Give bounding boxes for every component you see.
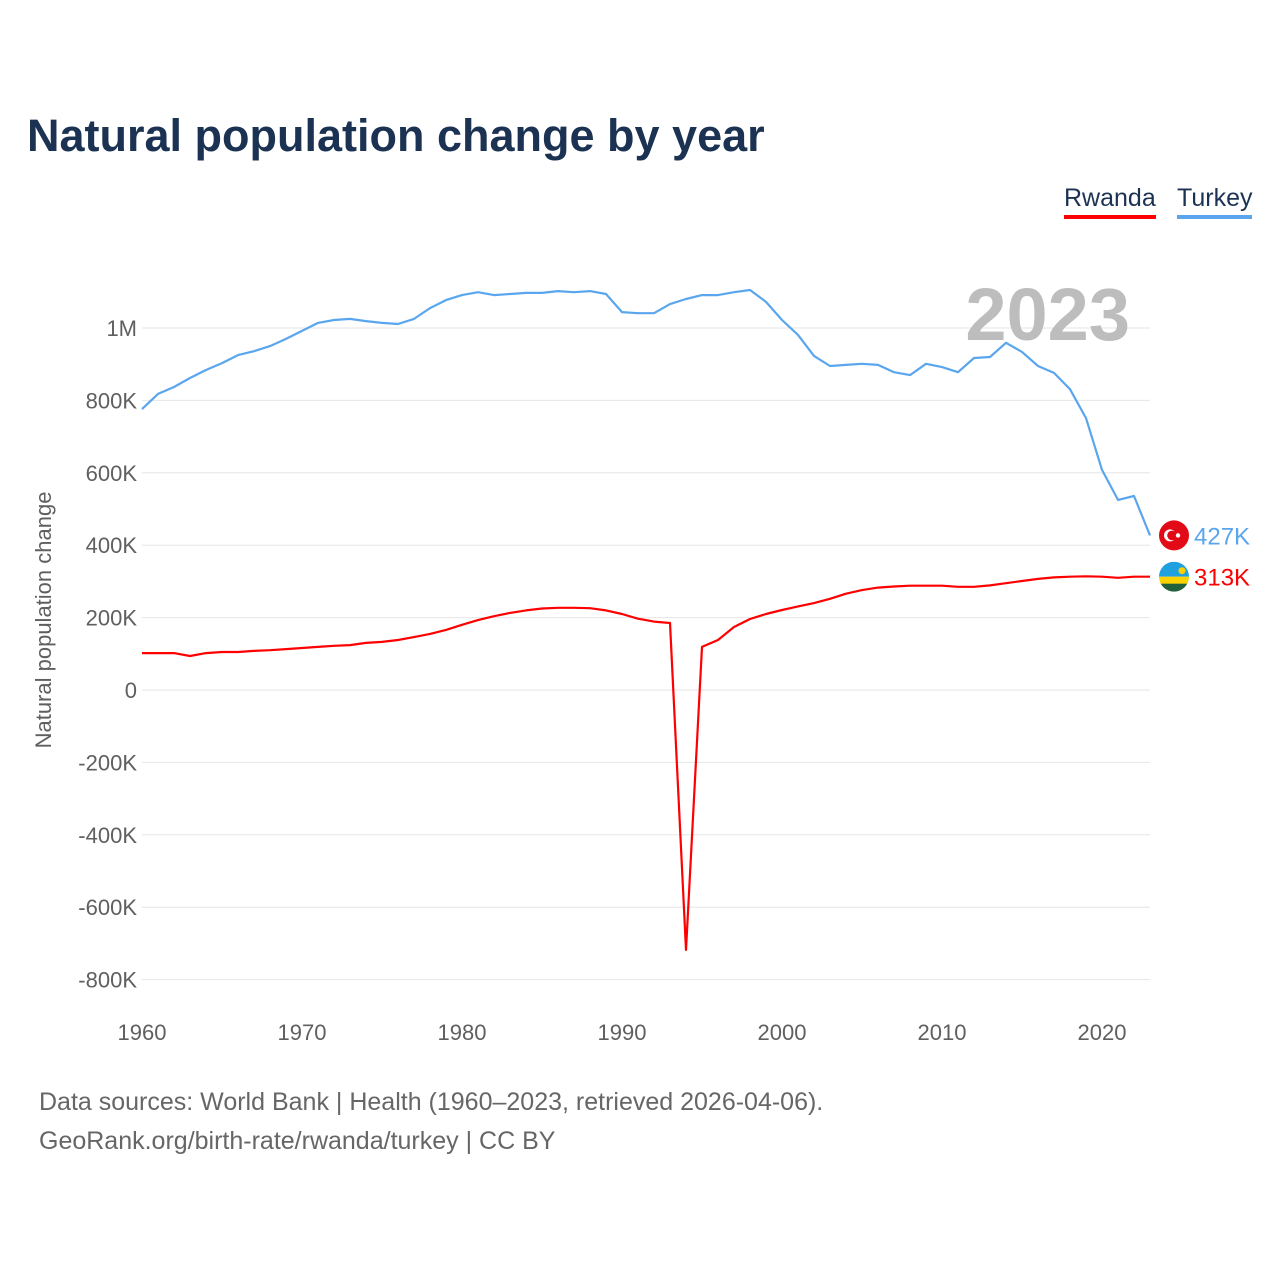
y-tick-label: 400K — [86, 533, 138, 558]
turkey-flag-star — [1175, 533, 1181, 538]
rwanda-flag-yellow — [1159, 576, 1189, 585]
x-tick-label: 2000 — [758, 1020, 807, 1045]
rwanda-flag-sun — [1178, 567, 1186, 575]
x-tick-label: 2010 — [918, 1020, 967, 1045]
x-tick-label: 2020 — [1078, 1020, 1127, 1045]
chart-title: Natural population change by year — [27, 110, 765, 161]
y-tick-label: -600K — [78, 895, 137, 920]
x-tick-label: 1970 — [278, 1020, 327, 1045]
legend-turkey[interactable]: Turkey — [1177, 184, 1253, 219]
y-tick-label: -800K — [78, 968, 137, 993]
y-tick-label: -400K — [78, 823, 137, 848]
footer-attribution: GeoRank.org/birth-rate/rwanda/turkey | C… — [39, 1127, 556, 1155]
y-tick-label: 200K — [86, 606, 138, 631]
series-line-turkey — [141, 288, 1152, 536]
rwanda-flag-green — [1159, 583, 1189, 592]
legend-rwanda[interactable]: Rwanda — [1064, 184, 1156, 219]
turkey-end-label: 427K — [1194, 523, 1250, 550]
y-axis-label: Natural population change — [31, 492, 56, 749]
year-watermark: 2023 — [965, 273, 1130, 356]
rwanda-end-label: 313K — [1194, 565, 1250, 592]
y-tick-label: 0 — [125, 678, 137, 703]
y-tick-label: 800K — [86, 388, 138, 413]
x-tick-label: 1960 — [118, 1020, 167, 1045]
turkey-flag-crescent-cut — [1167, 530, 1177, 541]
x-tick-label: 1990 — [598, 1020, 647, 1045]
series-line-rwanda — [142, 575, 1150, 951]
y-tick-label: 1M — [106, 316, 137, 341]
y-tick-label: 600K — [86, 461, 138, 486]
y-tick-label: -200K — [78, 750, 137, 775]
footer-sources: Data sources: World Bank | Health (1960–… — [39, 1088, 824, 1116]
x-tick-label: 1980 — [438, 1020, 487, 1045]
rwanda-flag-icon — [1159, 561, 1189, 592]
